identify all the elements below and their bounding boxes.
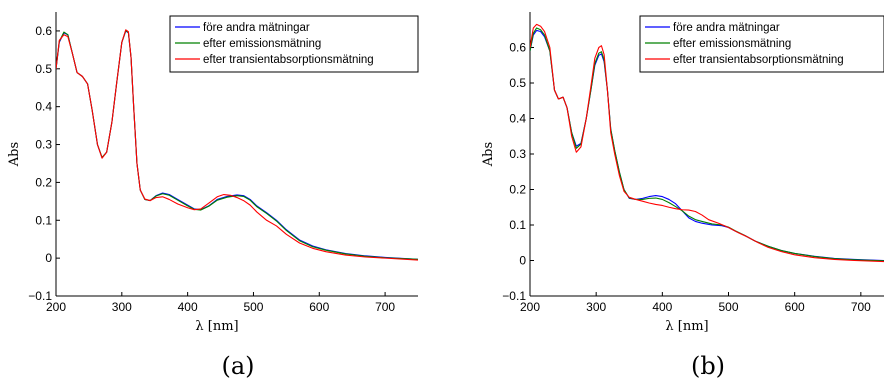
chart-panel-a: 200 300 400 500 600 700 −0.1 0 0.1 0.2 0.3 0.4 0.5 0.…	[7, 12, 419, 380]
y-tick-label: 0.1	[509, 218, 526, 232]
x-tick-label: 600	[785, 300, 805, 314]
y-tick-label: 0.2	[35, 175, 52, 189]
legend: före andra mätningar efter emissionsmätni…	[169, 15, 419, 73]
legend-entry: efter transientabsorptionsmätning	[203, 54, 374, 66]
chart-panel-b: 200 300 400 500 600 700 −0.1 0 0.1 0.2 0.3 0.4 0.5 0.…	[481, 12, 884, 380]
panel-caption: (a)	[221, 352, 254, 380]
x-tick-label: 500	[243, 300, 263, 314]
legend-entry: efter transientabsorptionsmätning	[673, 54, 844, 66]
legend: före andra mätningar efter emissionsmätni…	[639, 15, 884, 73]
y-tick-label: −0.1	[502, 289, 526, 303]
y-tick-label: 0.3	[35, 138, 52, 152]
x-tick-label: 500	[718, 300, 738, 314]
series-line-3	[56, 29, 418, 261]
x-tick-label: 700	[375, 300, 395, 314]
x-tick-label: 300	[586, 300, 606, 314]
legend-entry: före andra mätningar	[673, 22, 780, 34]
x-tick-label: 200	[46, 300, 66, 314]
y-axis-label: Abs	[481, 142, 496, 167]
y-tick-label: 0.5	[509, 76, 526, 90]
legend-box	[639, 15, 884, 73]
y-tick-label: 0.4	[509, 112, 526, 126]
y-tick-label: −0.1	[28, 289, 52, 303]
x-tick-label: 400	[178, 300, 198, 314]
y-tick-label: 0.4	[35, 100, 52, 114]
x-tick-label: 600	[309, 300, 329, 314]
y-tick-label: 0.5	[35, 62, 52, 76]
y-tick-label: 0.1	[35, 213, 52, 227]
y-tick-label: 0.3	[509, 147, 526, 161]
x-tick-label: 400	[652, 300, 672, 314]
y-tick-label: 0.6	[35, 24, 52, 38]
legend-entry: efter emissionsmätning	[673, 38, 791, 50]
legend-entry: efter emissionsmätning	[203, 38, 321, 50]
panel-caption: (b)	[691, 352, 725, 380]
y-tick-label: 0.2	[509, 183, 526, 197]
x-tick-label: 300	[112, 300, 132, 314]
x-tick-label: 200	[520, 300, 540, 314]
legend-box	[169, 15, 419, 73]
legend-entry: före andra mätningar	[203, 22, 310, 34]
series-line-3	[530, 23, 884, 263]
y-axis-label: Abs	[7, 142, 22, 167]
x-axis-label: λ [nm]	[195, 319, 238, 334]
x-axis-label: λ [nm]	[665, 319, 708, 334]
x-tick-label: 700	[851, 300, 871, 314]
y-tick-label: 0	[519, 254, 526, 268]
y-tick-label: 0.6	[509, 41, 526, 55]
y-tick-label: 0	[45, 251, 52, 265]
